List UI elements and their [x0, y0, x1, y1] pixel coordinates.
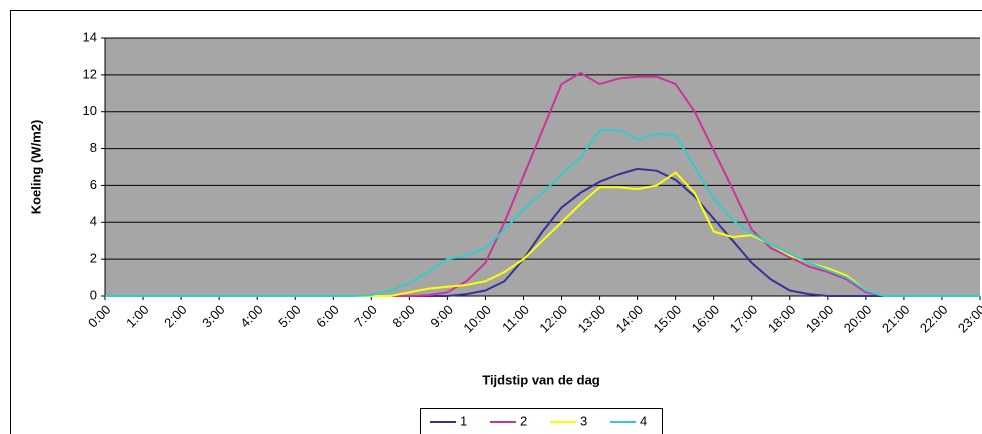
y-axis-title: Koeling (W/m2) — [28, 120, 43, 215]
series-line — [105, 129, 980, 297]
x-axis-title: Tijdstip van de dag — [482, 372, 600, 387]
legend-label: 2 — [520, 413, 527, 428]
y-tick-label: 14 — [83, 29, 97, 44]
legend-label: 1 — [460, 413, 467, 428]
legend-label: 4 — [640, 413, 647, 428]
y-tick-label: 0 — [90, 287, 97, 302]
y-tick-label: 4 — [90, 214, 97, 229]
legend-label: 3 — [580, 413, 587, 428]
plot-area — [105, 38, 980, 296]
y-tick-label: 2 — [90, 251, 97, 266]
y-tick-label: 6 — [90, 177, 97, 192]
y-tick-label: 12 — [83, 66, 97, 81]
y-tick-label: 8 — [90, 140, 97, 155]
y-tick-label: 10 — [83, 103, 97, 118]
